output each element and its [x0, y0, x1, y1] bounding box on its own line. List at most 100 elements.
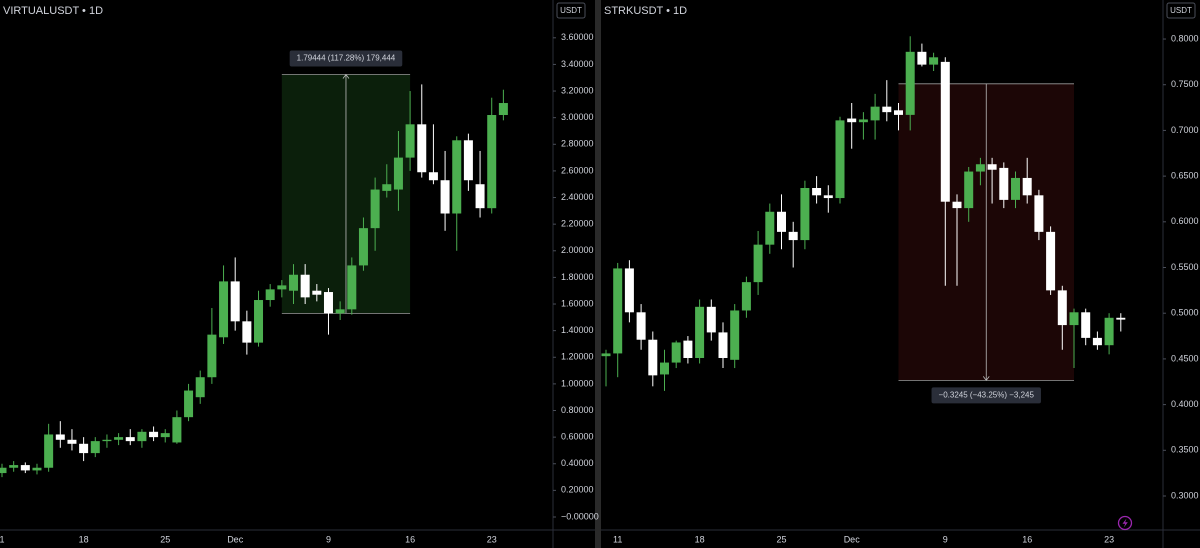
candle-body: [847, 118, 857, 123]
alert-icon-bolt[interactable]: [1122, 518, 1128, 528]
x-tick-label: 25: [776, 534, 786, 544]
candle-body: [114, 437, 124, 440]
x-tick-label: 11: [613, 534, 622, 544]
candle-body: [1092, 337, 1102, 346]
candle-body: [788, 231, 798, 241]
candle-body: [1116, 317, 1126, 320]
candle-body: [370, 189, 380, 229]
candle-body: [230, 281, 240, 322]
panel-divider: [595, 0, 601, 548]
candle-body: [172, 417, 182, 443]
candle-body: [137, 431, 147, 442]
x-tick-label: 23: [1104, 534, 1114, 544]
candle-body: [730, 310, 740, 360]
x-tick-label: 23: [487, 534, 497, 544]
candle-body: [90, 441, 100, 454]
measure-label-box: [931, 387, 1041, 404]
y-tick-label: 1.60000: [561, 298, 594, 308]
candle-body: [706, 306, 716, 333]
candle-body: [812, 187, 822, 196]
candle-body: [718, 332, 728, 358]
alert-icon[interactable]: [1117, 515, 1133, 531]
y-tick-label: 0.8000: [1171, 33, 1199, 43]
candle-body: [323, 292, 333, 314]
y-tick-label: 0.3500: [1171, 445, 1199, 455]
candle-body: [835, 120, 845, 199]
x-tick-label: Dec: [844, 534, 861, 544]
candle-body: [964, 171, 974, 209]
x-tick-label: 25: [160, 534, 170, 544]
candle-body: [312, 290, 322, 295]
alert-icon-ring[interactable]: [1117, 515, 1133, 531]
candle-body: [952, 201, 962, 209]
y-tick-label: 0.6500: [1171, 170, 1199, 180]
candle-body: [219, 281, 229, 338]
candle-body: [613, 268, 623, 354]
candle-body: [207, 334, 217, 378]
y-tick-label: 2.40000: [561, 192, 594, 202]
candle-body: [1046, 231, 1056, 291]
candle-body: [347, 265, 357, 310]
candle-body: [79, 443, 89, 454]
y-tick-label: 2.60000: [561, 165, 594, 175]
candle-body: [882, 106, 892, 113]
candle-body: [125, 437, 135, 442]
candle-body: [753, 244, 763, 283]
x-tick-label: 18: [79, 534, 89, 544]
candle-body: [44, 434, 54, 468]
candle-body: [1081, 312, 1091, 338]
currency-box: [1166, 2, 1196, 19]
candle-body: [975, 164, 985, 172]
y-tick-label: 2.80000: [561, 139, 594, 149]
measure-label: 1.79444 (117.28%) 179,444: [297, 54, 396, 63]
candle-body: [265, 289, 275, 301]
candle-body: [800, 187, 810, 241]
y-tick-label: 1.40000: [561, 325, 594, 335]
x-tick-label: 16: [405, 534, 415, 544]
candle-body: [765, 211, 775, 245]
y-tick-label: 0.4500: [1171, 353, 1199, 363]
candle-body: [393, 157, 403, 190]
chart-title: VIRTUALUSDT • 1D: [3, 5, 103, 17]
y-tick-label: 1.00000: [561, 378, 594, 388]
candle-body: [601, 353, 611, 357]
candle-body: [417, 124, 427, 173]
candle-body: [695, 306, 705, 358]
candle-body: [624, 268, 634, 313]
y-tick-label: 0.80000: [561, 405, 594, 415]
currency-label: USDT: [560, 6, 582, 15]
candle-body: [741, 282, 751, 311]
candle-body: [335, 309, 345, 314]
candle-body: [894, 110, 903, 115]
candle-body: [487, 115, 497, 209]
measure-arrowhead: [982, 376, 990, 382]
y-tick-label: 0.7500: [1171, 79, 1199, 89]
y-tick-label: 1.80000: [561, 272, 594, 282]
candle-body: [917, 51, 927, 65]
candle-body: [102, 439, 112, 442]
candle-body: [905, 51, 915, 115]
y-tick-label: 3.60000: [561, 32, 594, 42]
candle-body: [870, 106, 880, 121]
candle-body: [648, 339, 658, 376]
candle-body: [242, 321, 252, 343]
candle-body: [475, 184, 485, 209]
candle-body: [858, 119, 868, 123]
candle-body: [683, 340, 693, 358]
candle-body: [9, 465, 19, 468]
candle-body: [929, 57, 939, 65]
currency-box: [556, 2, 586, 19]
x-tick-label: Dec: [227, 534, 244, 544]
candle-body: [1104, 317, 1114, 346]
candle-body: [405, 124, 415, 158]
candle-body: [382, 184, 392, 191]
candle-body: [428, 172, 438, 181]
y-tick-label: 0.60000: [561, 432, 594, 442]
candle-body: [289, 274, 298, 291]
chart-title: STRKUSDT • 1D: [604, 5, 687, 17]
candle-body: [1022, 177, 1032, 196]
candle-body: [940, 61, 950, 202]
candle-body: [160, 433, 170, 438]
